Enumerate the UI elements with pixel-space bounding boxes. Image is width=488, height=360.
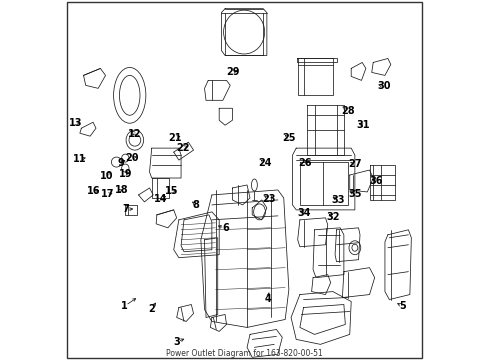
Text: 4: 4 [264, 294, 271, 304]
Text: 26: 26 [297, 158, 311, 168]
Text: 25: 25 [282, 133, 295, 143]
Text: 8: 8 [192, 200, 199, 210]
Text: 3: 3 [173, 337, 180, 347]
Text: 30: 30 [376, 81, 389, 91]
Text: 5: 5 [399, 301, 406, 311]
Text: 36: 36 [369, 176, 383, 186]
Text: 17: 17 [101, 189, 114, 199]
Text: 7: 7 [122, 204, 128, 215]
Text: 13: 13 [68, 118, 82, 128]
Text: 19: 19 [119, 168, 132, 179]
Text: 31: 31 [356, 121, 369, 130]
Text: 1: 1 [121, 301, 127, 311]
Text: 32: 32 [326, 212, 340, 221]
Text: 12: 12 [128, 129, 142, 139]
Text: 22: 22 [176, 143, 189, 153]
Text: 35: 35 [347, 189, 361, 199]
Text: 34: 34 [296, 208, 310, 218]
Text: 18: 18 [115, 185, 128, 195]
Text: 15: 15 [165, 186, 179, 197]
Text: 16: 16 [87, 186, 101, 197]
Text: 9: 9 [117, 158, 124, 168]
Text: 21: 21 [167, 133, 181, 143]
Text: 10: 10 [100, 171, 113, 181]
Text: 28: 28 [340, 106, 354, 116]
Text: Power Outlet Diagram for 163-820-00-51: Power Outlet Diagram for 163-820-00-51 [166, 348, 322, 357]
Text: 23: 23 [262, 194, 275, 204]
Text: 20: 20 [124, 153, 138, 163]
Text: 27: 27 [347, 159, 361, 169]
Text: 24: 24 [258, 158, 271, 168]
Text: 33: 33 [331, 195, 345, 205]
Text: 14: 14 [153, 194, 166, 204]
Text: 29: 29 [226, 67, 239, 77]
Text: 6: 6 [222, 224, 229, 233]
Text: 2: 2 [147, 304, 154, 314]
Text: 11: 11 [73, 154, 86, 164]
